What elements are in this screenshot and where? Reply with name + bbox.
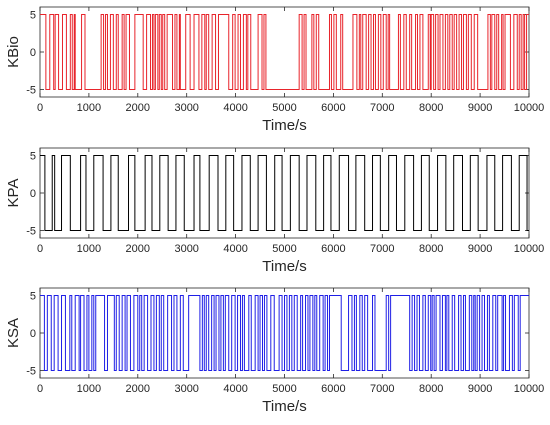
x-tick-label: 4000 (223, 102, 247, 114)
x-tick-label: 7000 (370, 102, 394, 114)
x-tick-label: 6000 (321, 383, 345, 395)
y-tick-label: 0 (30, 328, 36, 340)
y-tick-label: 0 (30, 188, 36, 200)
x-tick-label: 5000 (272, 243, 296, 255)
y-tick-label: -5 (26, 226, 36, 238)
x-tick-label: 3000 (174, 383, 198, 395)
axes-box (39, 147, 530, 239)
x-tick-label: 10000 (514, 383, 545, 395)
x-tick-label: 5000 (272, 383, 296, 395)
x-tick-label: 7000 (370, 383, 394, 395)
y-tick-label: 0 (30, 47, 36, 59)
x-tick-label: 1000 (77, 243, 101, 255)
y-tick-label: 5 (30, 151, 36, 163)
y-axis-label: KBio (5, 36, 22, 68)
x-tick-label: 10000 (514, 102, 545, 114)
x-tick-label: 1000 (77, 383, 101, 395)
y-tick-label: -5 (26, 366, 36, 378)
x-tick-label: 8000 (419, 243, 443, 255)
x-tick-label: 3000 (174, 102, 198, 114)
series-line-kbio (40, 14, 529, 90)
x-axis-label: Time/s (262, 117, 306, 134)
y-tick-label: 5 (30, 291, 36, 303)
x-tick-label: 6000 (321, 102, 345, 114)
x-tick-label: 9000 (468, 243, 492, 255)
x-tick-label: 4000 (223, 243, 247, 255)
x-tick-label: 0 (37, 383, 43, 395)
series-line-kpa (40, 155, 529, 231)
x-tick-label: 9000 (468, 383, 492, 395)
x-tick-label: 9000 (468, 102, 492, 114)
x-tick-label: 0 (37, 102, 43, 114)
series-line-ksa (40, 295, 529, 371)
y-tick-label: 5 (30, 10, 36, 22)
chart-panel-kpa: 0 1000 2000 3000 4000 5000 6000 7000 8000 9000 100… (5, 147, 545, 275)
chart-panel-ksa: 0 1000 2000 3000 4000 5000 6000 7000 8000 9000 100… (5, 287, 545, 415)
x-tick-label: 3000 (174, 243, 198, 255)
chart-panel-kbio: 0 1000 2000 3000 4000 5000 6000 7000 8000 9000 100… (5, 6, 545, 134)
x-tick-label: 1000 (77, 102, 101, 114)
x-tick-label: 8000 (419, 102, 443, 114)
x-tick-label: 2000 (126, 102, 150, 114)
y-axis-label: KPA (5, 179, 22, 208)
x-tick-label: 7000 (370, 243, 394, 255)
x-tick-label: 4000 (223, 383, 247, 395)
x-tick-label: 0 (37, 243, 43, 255)
x-tick-label: 5000 (272, 102, 296, 114)
y-axis-label: KSA (5, 318, 22, 348)
x-tick-label: 6000 (321, 243, 345, 255)
x-tick-label: 2000 (126, 243, 150, 255)
x-tick-label: 10000 (514, 243, 545, 255)
x-tick-label: 8000 (419, 383, 443, 395)
y-tick-label: -5 (26, 85, 36, 97)
x-axis-label: Time/s (262, 258, 306, 275)
x-tick-label: 2000 (126, 383, 150, 395)
x-axis-label: Time/s (262, 398, 306, 415)
